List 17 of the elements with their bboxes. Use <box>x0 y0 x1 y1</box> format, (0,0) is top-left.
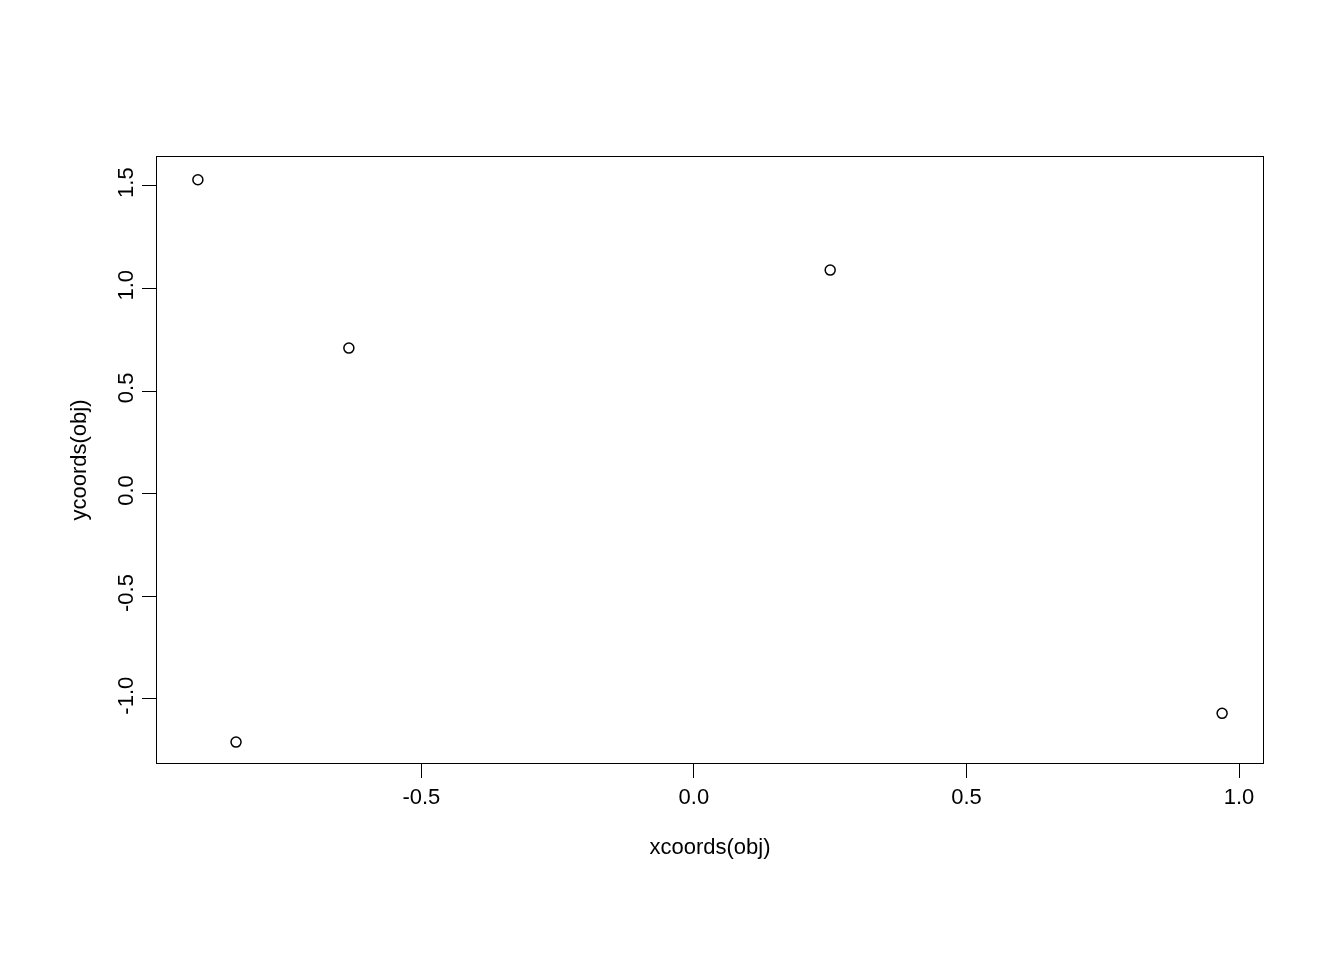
y-tick-label: 1.5 <box>113 167 139 198</box>
y-tick-label: 0.0 <box>113 475 139 506</box>
x-tick-label: 0.5 <box>951 784 982 810</box>
point <box>192 174 204 186</box>
x-tick-label: -0.5 <box>402 784 441 810</box>
point <box>343 342 355 354</box>
x-tick-label: 1.0 <box>1223 784 1255 810</box>
y-tick-label: 0.5 <box>113 372 139 404</box>
y-tick-label: 1.0 <box>113 269 139 301</box>
x-axis-title: xcoords(obj) <box>649 834 771 860</box>
point <box>1216 707 1228 720</box>
y-tick-label: -1.0 <box>113 676 139 715</box>
point <box>230 736 242 748</box>
point <box>824 264 836 276</box>
y-tick-label: -0.5 <box>113 574 139 613</box>
y-axis-title: ycoords(obj) <box>66 399 91 521</box>
x-tick-label: 0.0 <box>678 784 710 810</box>
